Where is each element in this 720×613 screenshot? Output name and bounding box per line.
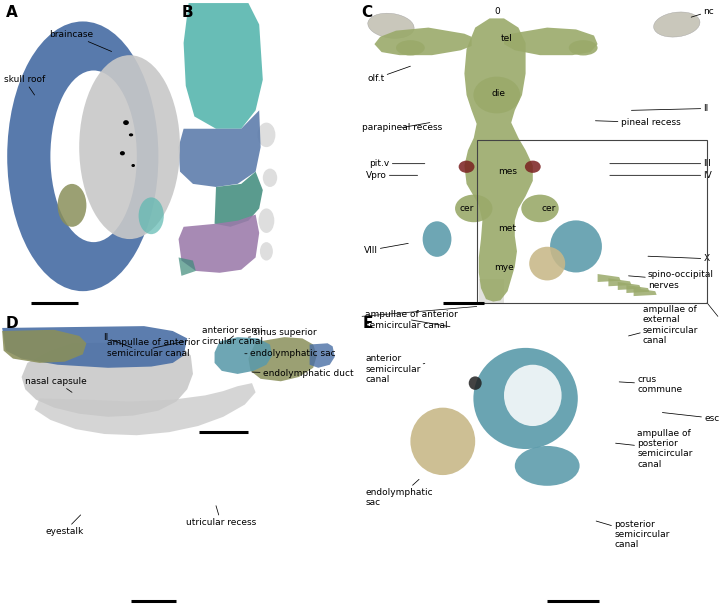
Ellipse shape — [258, 208, 274, 233]
Ellipse shape — [474, 77, 520, 113]
Text: posterior
semicircular
canal: posterior semicircular canal — [596, 520, 670, 549]
Ellipse shape — [550, 220, 602, 272]
Text: endolymphatic duct: endolymphatic duct — [252, 370, 354, 378]
Ellipse shape — [260, 242, 273, 261]
Text: II: II — [103, 333, 132, 348]
Polygon shape — [22, 342, 193, 417]
Polygon shape — [248, 337, 317, 381]
Text: esc: esc — [662, 413, 719, 422]
Text: ampullae of
external
semicircular
canal: ampullae of external semicircular canal — [629, 305, 698, 345]
Text: nasal capsule: nasal capsule — [25, 377, 87, 392]
Polygon shape — [618, 282, 641, 290]
Text: braincase: braincase — [49, 30, 112, 51]
Text: D: D — [6, 316, 19, 331]
Polygon shape — [634, 288, 657, 296]
Ellipse shape — [368, 13, 414, 38]
Text: ampullae of anterior
semicircular canal: ampullae of anterior semicircular canal — [365, 310, 458, 330]
Text: tel: tel — [501, 34, 513, 42]
Ellipse shape — [525, 161, 541, 173]
Polygon shape — [215, 172, 263, 227]
Polygon shape — [626, 285, 649, 293]
Polygon shape — [179, 257, 196, 276]
Polygon shape — [2, 330, 86, 363]
Ellipse shape — [138, 197, 163, 234]
Ellipse shape — [79, 55, 180, 239]
Text: IV: IV — [610, 171, 712, 180]
Ellipse shape — [123, 120, 129, 125]
Polygon shape — [215, 337, 272, 374]
Text: met: met — [498, 224, 516, 232]
Polygon shape — [179, 215, 259, 273]
Text: A: A — [6, 5, 17, 20]
Ellipse shape — [423, 221, 451, 257]
Text: cer: cer — [459, 204, 474, 213]
Text: spino-occipital
nerves: spino-occipital nerves — [629, 270, 714, 290]
Polygon shape — [2, 326, 187, 368]
Ellipse shape — [50, 70, 137, 242]
Ellipse shape — [7, 21, 158, 291]
Text: anterior
semicircular
canal: anterior semicircular canal — [365, 354, 425, 384]
Ellipse shape — [654, 12, 700, 37]
Text: E: E — [362, 316, 372, 331]
Ellipse shape — [469, 376, 482, 390]
Text: endolymphatic sac: endolymphatic sac — [245, 349, 336, 358]
Ellipse shape — [258, 123, 275, 147]
Text: sinus superior: sinus superior — [248, 328, 317, 337]
Ellipse shape — [474, 348, 578, 449]
Polygon shape — [479, 279, 504, 303]
Ellipse shape — [455, 194, 492, 222]
Ellipse shape — [131, 164, 135, 167]
Text: mye: mye — [494, 264, 514, 272]
Text: X: X — [648, 254, 710, 263]
Ellipse shape — [459, 161, 474, 173]
Polygon shape — [310, 343, 335, 368]
Polygon shape — [179, 110, 261, 187]
Text: C: C — [361, 5, 372, 20]
Polygon shape — [608, 278, 631, 286]
Polygon shape — [598, 274, 621, 282]
Polygon shape — [374, 28, 472, 55]
Text: crus
commune: crus commune — [619, 375, 683, 394]
Ellipse shape — [129, 133, 133, 136]
Polygon shape — [464, 18, 533, 302]
Ellipse shape — [504, 365, 562, 426]
Ellipse shape — [515, 446, 580, 485]
Ellipse shape — [120, 151, 125, 156]
Ellipse shape — [529, 246, 565, 281]
Polygon shape — [35, 383, 256, 435]
Text: eyestalk: eyestalk — [45, 515, 84, 536]
Text: pit.v: pit.v — [369, 159, 425, 168]
Polygon shape — [504, 28, 598, 55]
Ellipse shape — [58, 184, 86, 227]
Ellipse shape — [263, 169, 277, 187]
Ellipse shape — [521, 194, 559, 222]
Text: ampullae of
posterior
semicircular
canal: ampullae of posterior semicircular canal — [616, 428, 693, 469]
Text: mes: mes — [498, 167, 517, 176]
Text: ampullae of anterior
semicircular canal: ampullae of anterior semicircular canal — [107, 338, 199, 358]
Text: III: III — [610, 159, 711, 168]
Text: II: II — [631, 104, 708, 113]
Text: anterior semi-
circular canal: anterior semi- circular canal — [202, 326, 266, 346]
Text: die: die — [492, 89, 506, 97]
Text: B: B — [181, 5, 193, 20]
Ellipse shape — [569, 40, 598, 55]
Text: parapineal recess: parapineal recess — [362, 123, 442, 132]
Polygon shape — [184, 3, 263, 129]
Text: olf.t: olf.t — [367, 66, 410, 83]
Text: utricular recess: utricular recess — [186, 506, 256, 527]
Text: Vpro: Vpro — [366, 171, 418, 180]
Text: cer: cer — [541, 204, 556, 213]
Ellipse shape — [410, 408, 475, 475]
Text: 0: 0 — [495, 7, 500, 16]
Text: endolymphatic
sac: endolymphatic sac — [365, 479, 433, 508]
Text: skull roof: skull roof — [4, 75, 45, 95]
Ellipse shape — [396, 40, 425, 55]
Text: pineal recess: pineal recess — [595, 118, 680, 127]
Text: nc: nc — [691, 7, 714, 17]
Text: VIII: VIII — [364, 243, 408, 254]
Bar — [477, 140, 707, 303]
